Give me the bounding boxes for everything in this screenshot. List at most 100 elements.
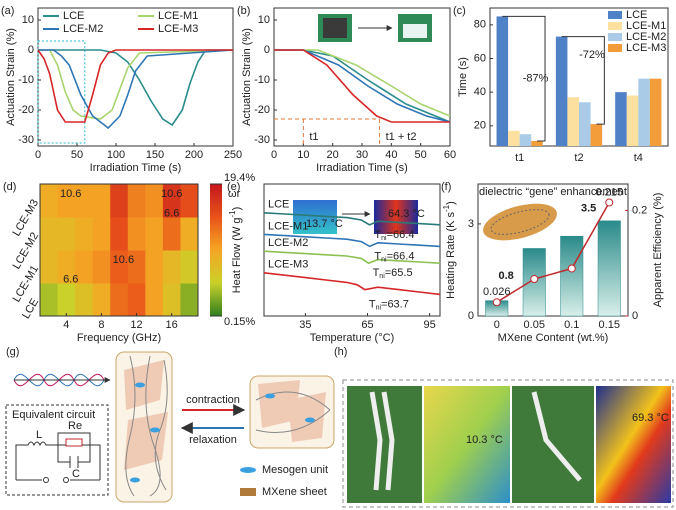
heat-cell xyxy=(162,283,181,317)
value-label: 0.215 xyxy=(595,186,623,198)
panel-label: (f) xyxy=(441,181,451,193)
heat-cell xyxy=(92,250,111,284)
y2-tick-label: 0.2 xyxy=(632,204,647,216)
y-tick-label: -10 xyxy=(254,74,270,86)
series-label: LCE-M3 xyxy=(268,259,308,271)
legend-swatch xyxy=(608,22,622,30)
y-tick-label: 3 xyxy=(468,218,474,230)
mesogen xyxy=(305,417,315,423)
y-axis-label-part: Heating Rate (K s xyxy=(445,211,457,298)
heat-cell xyxy=(75,184,94,218)
x-tick-label: 8 xyxy=(98,319,104,331)
bracket xyxy=(561,36,605,125)
temperature-label: 10.3 °C xyxy=(466,434,503,446)
circuit-title: Equivalent circuit xyxy=(12,409,95,421)
y-tick-label: 80 xyxy=(474,19,486,31)
contour-label: 10.6 xyxy=(113,254,134,266)
y-tick-label: 40 xyxy=(474,86,486,98)
heat-cell xyxy=(180,184,199,218)
line xyxy=(274,49,450,123)
x-axis-label: Frequency (GHz) xyxy=(77,332,161,344)
heat-cell xyxy=(127,283,146,317)
y-tick-label: -10 xyxy=(18,74,34,86)
line xyxy=(263,272,441,296)
line xyxy=(38,49,234,130)
y-axis-label: Time (s) xyxy=(457,57,469,97)
x-tick-label: 100 xyxy=(107,149,125,161)
tni-symbol: T xyxy=(374,229,381,241)
backward-label: relaxation xyxy=(189,434,237,446)
photo-object xyxy=(531,391,582,482)
x-tick-label: 0 xyxy=(35,149,41,161)
heat-cell xyxy=(180,217,199,251)
x-tick-label: 30 xyxy=(356,149,368,161)
series-label: LCE xyxy=(268,199,289,211)
contour-label: 6.6 xyxy=(63,274,78,286)
tni-sub: ni xyxy=(376,305,382,312)
mesogen xyxy=(130,477,140,483)
x-tick-label: t2 xyxy=(574,152,583,164)
y-tick-label: -20 xyxy=(254,104,270,116)
heat-cell xyxy=(110,217,129,251)
bar xyxy=(626,95,639,146)
terminal xyxy=(43,477,49,483)
x-tick-label: 250 xyxy=(224,149,242,161)
circuit-box xyxy=(5,404,109,496)
heat-cell xyxy=(162,184,181,218)
line xyxy=(274,49,451,117)
y-axis-label: Actuation Strain (%) xyxy=(5,28,17,126)
y-tick-label: -20 xyxy=(18,104,34,116)
legend-label: LCE-M2 xyxy=(626,31,666,43)
line xyxy=(263,250,441,265)
x-axis-label: Irradiation Time (s) xyxy=(90,162,182,174)
legend-swatch xyxy=(608,33,622,41)
panel-label: (g) xyxy=(6,346,19,358)
x-tick-label: 12 xyxy=(130,319,142,331)
thermal-image xyxy=(374,200,418,234)
heat-cell xyxy=(180,283,199,317)
x-axis-label: Irradiation Time (s) xyxy=(316,162,408,174)
annotation: t1 xyxy=(309,131,318,143)
forward-label: contraction xyxy=(186,394,240,406)
x-tick-label: 4 xyxy=(63,319,69,331)
panel-label: (b) xyxy=(237,5,250,17)
tni-label: Tni=66.4 xyxy=(374,229,414,242)
colorbar-label: 19.4% xyxy=(224,172,255,184)
point xyxy=(567,264,576,273)
legend-label: MXene sheet xyxy=(262,486,327,498)
x-tick-label: 60 xyxy=(444,149,456,161)
point xyxy=(605,198,614,207)
panel-label: (d) xyxy=(3,181,16,193)
y-tick-label: -30 xyxy=(254,134,270,146)
heat-cell xyxy=(110,250,129,284)
panel-label: (c) xyxy=(453,5,466,17)
plot-frame xyxy=(477,183,629,317)
inset-photo xyxy=(323,18,347,38)
bar xyxy=(560,235,584,317)
chain xyxy=(255,391,331,433)
inset-label: 64.3 °C xyxy=(388,208,425,220)
temperature-label: 69.3 °C xyxy=(632,412,669,424)
tni-value: =66.4 xyxy=(387,229,415,241)
line xyxy=(274,49,451,123)
series-label: LCE-M2 xyxy=(268,237,308,249)
bar xyxy=(615,92,627,146)
annotation: -87% xyxy=(523,73,549,85)
x-tick-label: 65 xyxy=(361,319,373,331)
heat-cell xyxy=(57,283,76,317)
x-axis-label: Temperature (°C) xyxy=(310,332,394,344)
mesogen xyxy=(265,393,275,399)
x-tick-label: 50 xyxy=(415,149,427,161)
bar xyxy=(567,97,579,146)
x-tick-label: 16 xyxy=(166,319,178,331)
bracket xyxy=(502,15,546,142)
bar xyxy=(555,36,568,146)
highlight-box xyxy=(37,40,86,144)
x-tick-label: 10 xyxy=(297,149,309,161)
line xyxy=(38,49,234,120)
y-tick-label: 10 xyxy=(258,14,270,26)
tni-sub: ni xyxy=(381,257,387,264)
y-tick-label: 0 xyxy=(468,310,474,322)
heat-cell xyxy=(110,283,129,317)
